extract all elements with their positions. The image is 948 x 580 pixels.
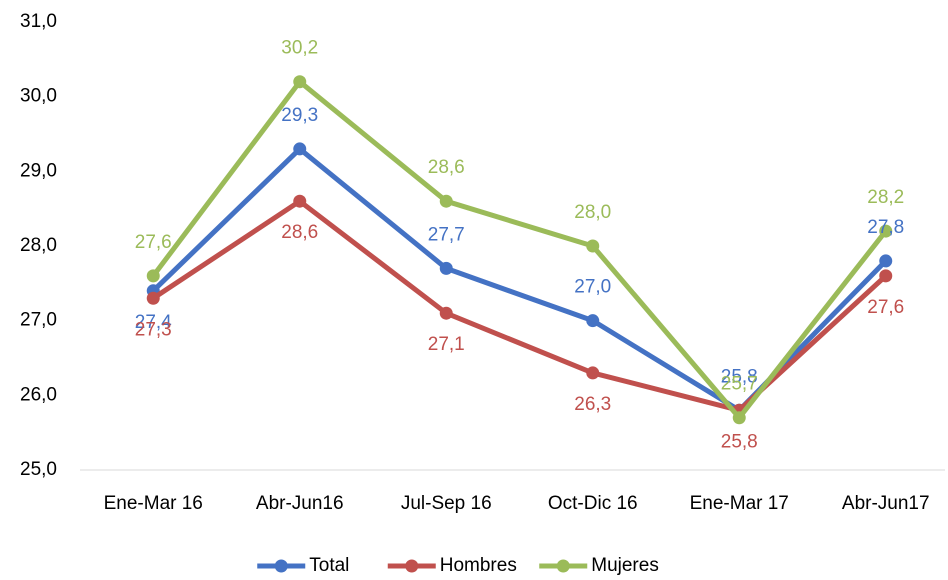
data-label: 27,3 <box>135 319 172 340</box>
point <box>146 291 160 305</box>
y-tick-label: 30,0 <box>20 86 57 107</box>
data-label: 25,8 <box>721 366 758 387</box>
legend-marker <box>405 559 419 573</box>
legend-label: Mujeres <box>591 555 659 576</box>
data-label: 30,2 <box>281 38 318 59</box>
x-tick-label: Abr-Jun17 <box>842 493 930 514</box>
point <box>439 194 453 208</box>
point <box>586 314 600 328</box>
point <box>293 194 307 208</box>
data-label: 27,0 <box>574 277 611 298</box>
data-label: 25,7 <box>721 374 758 395</box>
point <box>879 224 893 238</box>
y-tick-label: 31,0 <box>20 11 57 32</box>
point <box>293 75 307 89</box>
legend-marker <box>274 559 288 573</box>
legend-label: Total <box>309 555 349 576</box>
legend-marker <box>556 559 570 573</box>
point <box>146 269 160 283</box>
y-tick-label: 28,0 <box>20 235 57 256</box>
point <box>439 261 453 275</box>
legend-label: Hombres <box>440 555 517 576</box>
series-line <box>151 198 888 413</box>
x-tick-label: Abr-Jun16 <box>256 493 344 514</box>
data-label: 27,8 <box>867 217 904 238</box>
x-tick-label: Oct-Dic 16 <box>548 493 638 514</box>
series-line <box>151 79 888 421</box>
x-tick-label: Jul-Sep 16 <box>401 493 492 514</box>
data-label: 27,1 <box>428 334 465 355</box>
y-tick-label: 25,0 <box>20 459 57 480</box>
data-label: 25,8 <box>721 431 758 452</box>
point <box>586 366 600 380</box>
y-tick-label: 29,0 <box>20 160 57 181</box>
data-label: 27,6 <box>135 232 172 253</box>
x-tick-label: Ene-Mar 16 <box>104 493 203 514</box>
data-label: 28,2 <box>867 187 904 208</box>
point <box>879 254 893 268</box>
point <box>879 269 893 283</box>
data-label: 29,3 <box>281 105 318 126</box>
point <box>293 142 307 156</box>
data-label: 26,3 <box>574 394 611 415</box>
point <box>732 411 746 425</box>
y-tick-label: 27,0 <box>20 310 57 331</box>
y-tick-label: 26,0 <box>20 384 57 405</box>
data-label: 28,6 <box>428 157 465 178</box>
data-label: 27,6 <box>867 297 904 318</box>
data-label: 28,6 <box>281 222 318 243</box>
data-label: 28,0 <box>574 202 611 223</box>
x-tick-label: Ene-Mar 17 <box>690 493 789 514</box>
data-label: 27,4 <box>135 312 172 333</box>
point <box>439 306 453 320</box>
data-label: 27,7 <box>428 224 465 245</box>
point <box>586 239 600 253</box>
